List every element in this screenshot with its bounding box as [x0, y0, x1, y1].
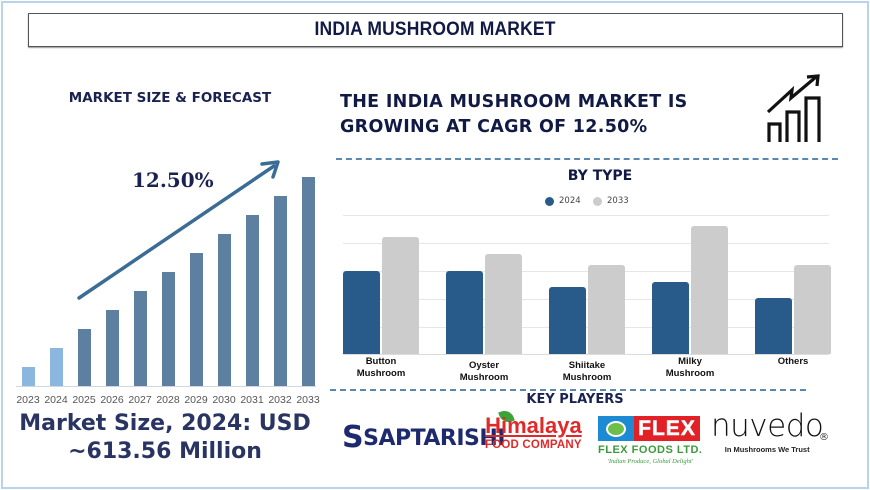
- headline-line1: THE INDIA MUSHROOM MARKET IS: [340, 92, 688, 112]
- flex-badge: FLEX: [598, 416, 700, 441]
- type-bar-2033: [691, 226, 728, 354]
- year-label: 2028: [156, 394, 180, 406]
- logo-nuvedo: nuvedo ® In Mushrooms We Trust: [711, 408, 829, 454]
- market-bar-2025: [78, 329, 91, 386]
- title-banner: INDIA MUSHROOM MARKET: [28, 13, 843, 47]
- flex-subtitle: FLEX FOODS LTD.: [598, 444, 703, 456]
- type-bar-2033: [485, 253, 522, 354]
- market-bar-2031: [246, 215, 259, 386]
- gridline: [343, 271, 829, 272]
- year-label: 2029: [184, 394, 208, 406]
- cagr-label: 12.50%: [132, 168, 214, 192]
- section-divider-top: [336, 158, 838, 160]
- headline-line2: GROWING AT CAGR OF 12.50%: [340, 117, 648, 137]
- year-label: 2026: [100, 394, 124, 406]
- market-bar-2030: [218, 234, 231, 386]
- chart-baseline: [16, 386, 316, 387]
- type-bar-2024: [549, 287, 586, 354]
- cagr-arrow-icon: [77, 160, 280, 300]
- flex-tagline: 'Indian Produce, Global Delight': [607, 458, 694, 465]
- logo-flex-foods: FLEX FLEX FOODS LTD. 'Indian Produce, Gl…: [598, 416, 702, 465]
- market-size-line2: ~613.56 Million: [68, 439, 262, 464]
- legend-dot-2033-icon: [593, 196, 602, 206]
- page-title: INDIA MUSHROOM MARKET: [314, 19, 557, 40]
- year-label: 2025: [72, 394, 96, 406]
- legend-2024: 2024: [545, 196, 581, 206]
- type-bar-2024: [446, 270, 483, 354]
- market-bar-2024: [50, 348, 63, 386]
- nuvedo-tagline: In Mushrooms We Trust: [724, 445, 810, 454]
- year-label: 2030: [212, 394, 236, 406]
- market-bar-2028: [162, 272, 175, 386]
- registered-mark-icon: ®: [819, 432, 829, 443]
- market-size-summary: Market Size, 2024: USD ~613.56 Million: [0, 410, 330, 466]
- type-bar-2024: [343, 270, 380, 354]
- year-label: 2031: [240, 394, 264, 406]
- type-bar-2024: [652, 281, 689, 354]
- saptarishi-wordmark: SAPTARISHI: [363, 426, 505, 451]
- gridline: [343, 299, 829, 300]
- logo-saptarishi: SSAPTARISHI: [342, 418, 505, 455]
- market-bar-2029: [190, 253, 203, 386]
- himalaya-subtitle: FOOD COMPANY: [485, 439, 582, 451]
- year-label: 2027: [128, 394, 152, 406]
- category-label: Button Mushroom: [356, 356, 406, 379]
- year-label: 2024: [44, 394, 68, 406]
- legend-dot-2024-icon: [545, 196, 554, 206]
- nuvedo-wordmark: nuvedo: [711, 408, 824, 444]
- category-label: Others: [777, 356, 809, 367]
- gridline: [343, 215, 829, 216]
- year-label: 2023: [16, 394, 40, 406]
- saptarishi-s-mark: S: [342, 420, 364, 455]
- type-bar-2033: [382, 237, 419, 354]
- category-label: Shiitake Mushroom: [562, 360, 612, 383]
- legend-label-2024: 2024: [559, 196, 581, 206]
- year-label: 2033: [296, 394, 320, 406]
- market-bar-2033: [302, 177, 315, 386]
- market-size-heading: MARKET SIZE & FORECAST: [68, 90, 272, 106]
- type-bar-2024: [755, 298, 792, 354]
- category-label: Oyster Mushroom: [459, 360, 509, 383]
- type-bar-2033: [588, 265, 625, 354]
- market-bar-2027: [134, 291, 147, 386]
- flex-wordmark: FLEX: [634, 416, 700, 441]
- globe-icon: [598, 416, 634, 441]
- market-size-line1: Market Size, 2024: USD: [19, 411, 311, 436]
- gridline-baseline: [343, 354, 829, 355]
- himalaya-wordmark: Himalaya: [485, 413, 582, 438]
- logo-himalaya: Himalaya FOOD COMPANY: [485, 413, 582, 451]
- legend-label-2033: 2033: [607, 196, 629, 206]
- gridline: [343, 243, 829, 244]
- cagr-headline: THE INDIA MUSHROOM MARKET IS GROWING AT …: [340, 90, 688, 140]
- legend-2033: 2033: [593, 196, 629, 206]
- gridline: [343, 327, 829, 328]
- market-bar-2026: [106, 310, 119, 386]
- by-type-heading: BY TYPE: [567, 168, 633, 184]
- growth-chart-icon: [766, 74, 821, 142]
- market-bar-2032: [274, 196, 287, 386]
- year-label: 2032: [268, 394, 292, 406]
- section-divider-bottom: [330, 389, 806, 391]
- type-bar-2033: [794, 265, 831, 354]
- key-players-heading: KEY PLAYERS: [526, 392, 624, 407]
- category-label: Milky Mushroom: [665, 356, 715, 379]
- market-bar-2023: [22, 367, 35, 386]
